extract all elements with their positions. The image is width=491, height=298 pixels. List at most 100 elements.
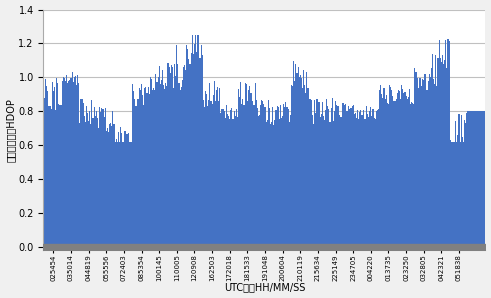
Bar [187,49,189,247]
Bar [211,101,212,247]
Bar [455,121,456,247]
Bar [457,136,459,247]
Bar [248,90,249,247]
Bar [359,112,360,247]
Bar [236,109,237,247]
Bar [190,64,191,247]
Bar [448,41,450,247]
Bar [91,100,92,247]
Bar [376,111,377,247]
Bar [365,119,366,247]
Bar [468,111,469,247]
Bar [298,67,299,247]
Bar [466,113,467,247]
Bar [144,89,145,247]
Bar [364,119,365,247]
Bar [112,111,113,247]
Bar [479,111,481,247]
Bar [375,119,376,247]
Bar [373,109,374,247]
Bar [416,78,418,247]
Bar [467,111,468,247]
Bar [482,111,483,247]
Bar [130,142,131,247]
Bar [405,92,406,247]
Bar [306,72,307,247]
Bar [294,81,295,247]
Bar [371,116,373,247]
Bar [257,108,258,247]
Bar [228,117,229,247]
Bar [218,101,219,247]
Bar [126,134,127,247]
Bar [59,105,60,247]
Bar [200,45,202,247]
Bar [209,83,211,247]
Bar [206,94,207,247]
Bar [295,64,297,247]
Bar [157,82,158,247]
Bar [354,114,355,247]
Bar [445,40,446,247]
Bar [259,115,260,247]
Bar [324,120,325,247]
Bar [94,107,95,247]
Bar [204,107,205,247]
Bar [481,111,482,247]
Bar [421,86,422,247]
Bar [207,106,208,247]
Bar [51,109,52,247]
Bar [120,127,121,247]
Bar [164,89,165,247]
Bar [186,45,187,247]
Bar [357,110,358,247]
Bar [283,105,284,247]
Bar [268,100,269,247]
Bar [66,75,67,247]
Bar [72,72,73,247]
Bar [145,87,146,247]
Bar [352,106,353,247]
Bar [162,70,163,247]
Bar [403,93,405,247]
Bar [170,73,171,247]
Bar [399,91,400,247]
Bar [175,76,176,247]
Bar [111,126,112,247]
Bar [65,81,66,247]
Bar [305,93,306,247]
Bar [290,115,291,247]
Bar [323,116,324,247]
Bar [397,93,398,247]
Bar [437,58,438,247]
Bar [98,128,99,247]
Bar [407,99,408,247]
Bar [454,142,455,247]
Bar [279,119,280,247]
Bar [280,105,281,247]
Bar [217,87,218,247]
Bar [400,99,401,247]
Bar [50,106,51,247]
Bar [155,74,157,247]
Bar [46,86,47,247]
Bar [410,104,411,247]
Bar [53,91,54,247]
Bar [89,111,90,247]
Bar [252,101,253,247]
Bar [406,96,407,247]
Bar [76,85,77,247]
Bar [438,40,440,247]
Bar [63,77,64,247]
Bar [256,100,257,247]
Bar [176,45,177,247]
Bar [54,87,55,247]
Bar [143,105,144,247]
Bar [463,142,464,247]
Bar [308,99,310,247]
Bar [310,99,311,247]
Bar [159,66,160,247]
Bar [398,90,399,247]
Bar [128,133,129,247]
Bar [85,122,86,247]
